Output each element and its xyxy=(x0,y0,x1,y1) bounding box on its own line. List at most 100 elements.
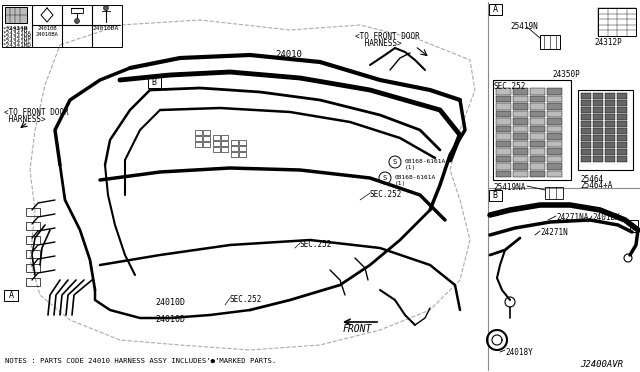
Bar xyxy=(195,130,202,135)
Bar xyxy=(530,170,545,177)
Bar xyxy=(617,93,627,99)
Bar xyxy=(496,155,511,162)
Bar xyxy=(513,110,528,117)
Bar xyxy=(231,146,238,151)
Bar xyxy=(530,155,545,162)
Bar xyxy=(231,152,238,157)
Bar xyxy=(617,135,627,141)
Bar xyxy=(547,125,562,132)
Bar xyxy=(593,107,603,112)
Bar xyxy=(496,133,511,140)
Bar xyxy=(617,128,627,134)
Bar xyxy=(496,163,511,170)
Bar xyxy=(213,147,220,152)
Bar xyxy=(593,93,603,99)
Bar xyxy=(617,149,627,154)
Bar xyxy=(496,118,511,125)
Bar xyxy=(26,236,40,244)
Text: 24010D: 24010D xyxy=(155,298,185,307)
Bar xyxy=(530,125,545,132)
Bar xyxy=(605,121,615,126)
Bar xyxy=(26,250,40,258)
Bar xyxy=(530,96,545,102)
Bar xyxy=(581,121,591,126)
Bar xyxy=(605,114,615,119)
Text: 2401BX: 2401BX xyxy=(592,213,620,222)
Bar xyxy=(581,93,591,99)
Bar xyxy=(581,156,591,161)
Bar xyxy=(203,130,210,135)
Bar xyxy=(540,35,560,49)
Bar xyxy=(221,141,228,146)
Text: HARNESS>: HARNESS> xyxy=(360,39,402,48)
Bar xyxy=(221,147,228,152)
Bar xyxy=(513,118,528,125)
Text: HARNESS>: HARNESS> xyxy=(4,115,45,124)
Bar xyxy=(630,220,638,232)
Bar xyxy=(5,7,27,23)
Bar xyxy=(496,96,511,102)
Bar xyxy=(513,141,528,147)
Bar xyxy=(496,125,511,132)
Text: 24010DA: 24010DA xyxy=(93,26,119,31)
Text: 25419N: 25419N xyxy=(510,22,538,31)
Bar xyxy=(496,141,511,147)
Bar xyxy=(605,107,615,112)
Bar xyxy=(547,88,562,94)
Text: B: B xyxy=(493,191,497,200)
Bar xyxy=(617,107,627,112)
Text: B: B xyxy=(152,78,157,87)
Text: *2434B: *2434B xyxy=(6,26,28,31)
Bar xyxy=(547,133,562,140)
Bar xyxy=(605,156,615,161)
Bar xyxy=(26,278,40,286)
Bar xyxy=(581,107,591,112)
Text: S: S xyxy=(383,175,387,181)
Text: 08168-6161A
(1): 08168-6161A (1) xyxy=(405,159,446,170)
Bar xyxy=(530,110,545,117)
Bar xyxy=(530,133,545,140)
Bar xyxy=(203,136,210,141)
Bar xyxy=(617,114,627,119)
Bar xyxy=(513,163,528,170)
Bar xyxy=(605,149,615,154)
Bar xyxy=(496,88,511,94)
Text: 24018Y: 24018Y xyxy=(505,348,532,357)
Text: 24312P: 24312P xyxy=(594,38,622,47)
Bar xyxy=(530,163,545,170)
Text: 24350P: 24350P xyxy=(552,70,580,79)
Bar xyxy=(231,140,238,145)
Bar xyxy=(617,100,627,106)
Text: *24341MC: *24341MC xyxy=(3,39,32,44)
Bar xyxy=(513,103,528,109)
Text: <TO FRONT DOOR: <TO FRONT DOOR xyxy=(4,108,68,117)
Text: FRONT: FRONT xyxy=(343,324,372,334)
Bar xyxy=(148,77,161,88)
Text: SEC.252: SEC.252 xyxy=(300,240,332,249)
Bar xyxy=(203,142,210,147)
Text: 25419NA: 25419NA xyxy=(493,183,525,192)
Bar xyxy=(26,264,40,272)
Circle shape xyxy=(104,6,109,10)
Text: 08168-6161A
(1): 08168-6161A (1) xyxy=(395,175,436,186)
Text: *24341M: *24341M xyxy=(3,27,28,32)
Bar xyxy=(513,155,528,162)
Bar xyxy=(617,142,627,148)
Text: *24341MD: *24341MD xyxy=(3,43,32,48)
Bar xyxy=(617,156,627,161)
Bar xyxy=(547,96,562,102)
Bar xyxy=(195,136,202,141)
Bar xyxy=(213,141,220,146)
Bar xyxy=(598,8,636,36)
Bar xyxy=(593,128,603,134)
Bar xyxy=(547,155,562,162)
Bar xyxy=(581,100,591,106)
Text: 24271NA: 24271NA xyxy=(556,213,588,222)
Text: <TO FRONT DOOR: <TO FRONT DOOR xyxy=(355,32,420,41)
Bar xyxy=(547,170,562,177)
Bar xyxy=(493,80,571,180)
Bar xyxy=(489,4,502,15)
Bar xyxy=(239,152,246,157)
Bar xyxy=(513,133,528,140)
Bar xyxy=(547,163,562,170)
